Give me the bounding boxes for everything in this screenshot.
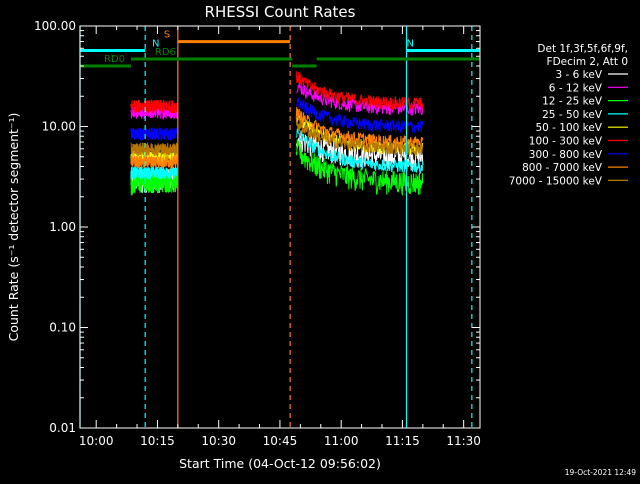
- legend-title-line-2: FDecim 2, Att 0: [547, 56, 628, 68]
- legend-label: 800 - 7000 keV: [522, 162, 603, 174]
- series-line: [295, 116, 424, 157]
- series-line: [296, 97, 424, 134]
- legend-label: 100 - 300 keV: [529, 136, 603, 148]
- series-layer: [130, 71, 424, 196]
- series-25-50kev: [130, 128, 424, 180]
- series-line: [130, 99, 179, 114]
- series-7000-15000kev: [130, 116, 424, 157]
- x-tick-label: 11:30: [446, 434, 481, 448]
- legend-title-line-1: Det 1f,3f,5f,6f,9f,: [537, 43, 628, 55]
- y-tick-label: 1.00: [49, 220, 76, 234]
- legend-label: 50 - 100 keV: [535, 122, 602, 134]
- legend-label: 6 - 12 keV: [549, 82, 603, 94]
- series-6-12kev: [130, 81, 424, 120]
- series-line: [130, 126, 179, 141]
- y-axis-title: Count Rate (s⁻¹ detector segment⁻¹): [6, 113, 21, 342]
- state-bar-label: RD6: [155, 47, 176, 58]
- y-tick-label: 10.00: [42, 120, 76, 134]
- x-axis-title: Start Time (04-Oct-12 09:56:02): [179, 456, 381, 471]
- series-line: [130, 142, 179, 157]
- legend-label: 25 - 50 keV: [542, 109, 603, 121]
- series-line: [130, 154, 179, 170]
- series-12-25kev: [130, 139, 424, 196]
- series-100-300kev: [130, 71, 424, 114]
- legend-label: 7000 - 15000 keV: [509, 175, 603, 187]
- state-bar-label: N: [407, 39, 414, 50]
- y-tick-label: 0.01: [49, 421, 76, 435]
- legend-label: 3 - 6 keV: [555, 69, 602, 81]
- x-tick-label: 11:00: [324, 434, 359, 448]
- series-300-800kev: [130, 97, 424, 141]
- x-tick-label: 10:45: [263, 434, 298, 448]
- chart-title: RHESSI Count Rates: [205, 3, 356, 21]
- series-line: [295, 139, 424, 196]
- x-tick-label: 10:30: [201, 434, 236, 448]
- state-bar-label: RD0: [104, 54, 125, 65]
- y-tick-label: 100.00: [34, 19, 76, 33]
- legend: Det 1f,3f,5f,6f,9f, FDecim 2, Att 0 3 - …: [509, 43, 628, 187]
- x-tick-label: 10:00: [79, 434, 114, 448]
- x-tick-label: 11:15: [385, 434, 420, 448]
- footer-timestamp: 19-Oct-2021 12:49: [565, 468, 636, 477]
- series-line: [130, 168, 179, 196]
- series-line: [130, 104, 179, 120]
- x-tick-label: 10:15: [140, 434, 175, 448]
- series-line: [295, 128, 424, 175]
- y-tick-label: 0.10: [49, 321, 76, 335]
- legend-label: 12 - 25 keV: [542, 96, 603, 108]
- series-line: [295, 71, 424, 111]
- state-bar-label: S: [164, 30, 170, 41]
- series-line: [130, 165, 179, 180]
- legend-label: 300 - 800 keV: [529, 149, 603, 161]
- axis-layer: 10:00 10:15 10:30 10:45 11:00 11:15 11:30 0.01 0…: [34, 19, 481, 448]
- state-bar-label: N: [152, 39, 159, 50]
- series-line: [296, 81, 424, 116]
